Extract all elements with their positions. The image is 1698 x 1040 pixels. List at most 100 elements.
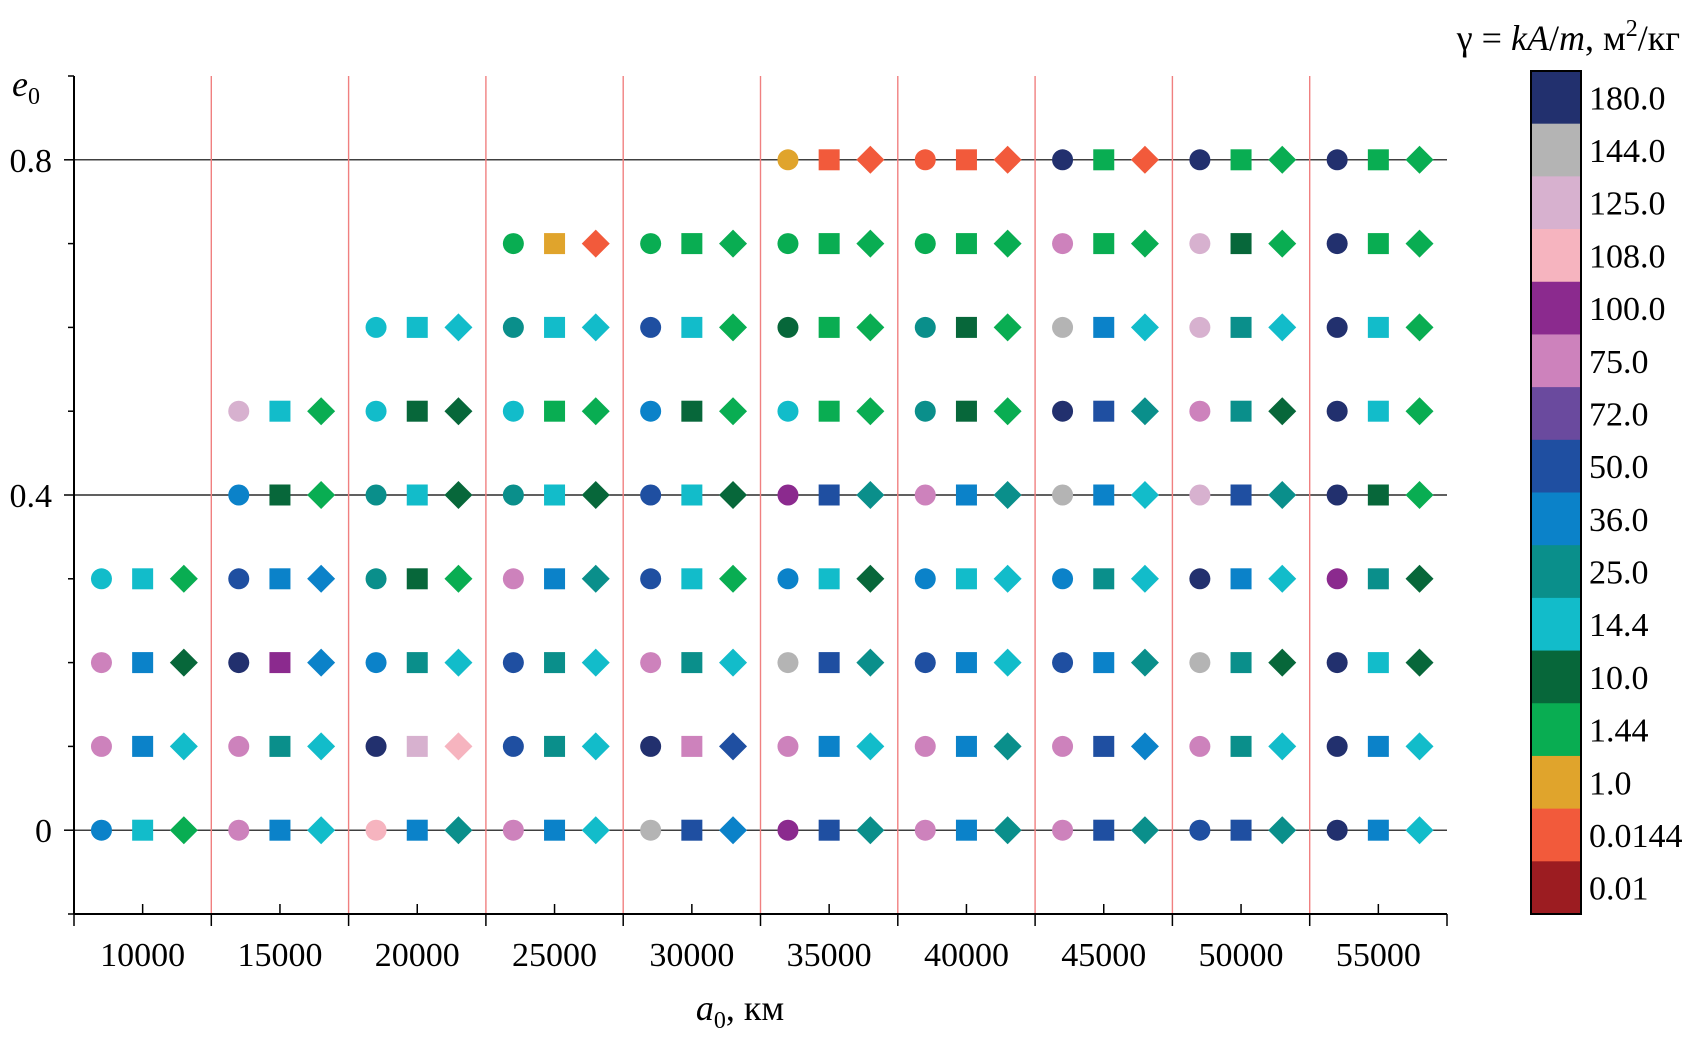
point-diamond: [581, 816, 610, 845]
point-square: [955, 652, 977, 674]
point-circle: [502, 819, 524, 841]
point-diamond: [1405, 481, 1434, 509]
point-square: [1093, 819, 1115, 841]
point-diamond: [1130, 481, 1159, 509]
point-circle: [777, 233, 799, 255]
point-square: [1367, 819, 1389, 841]
point-circle: [777, 819, 799, 841]
point-circle: [1052, 400, 1074, 422]
point-square: [269, 735, 291, 757]
colorbar-label: 125.0: [1589, 186, 1666, 223]
point-diamond: [856, 397, 885, 426]
y-axis: 0 0.4 0.8: [10, 75, 74, 915]
point-circle: [502, 735, 524, 757]
point-square: [406, 735, 428, 757]
point-circle: [1189, 652, 1211, 674]
point-square: [1367, 400, 1389, 422]
point-square: [1230, 400, 1252, 422]
point-circle: [914, 568, 936, 590]
point-diamond: [581, 313, 610, 342]
point-square: [269, 568, 291, 590]
point-diamond: [1405, 816, 1434, 845]
point-square: [544, 735, 566, 757]
point-diamond: [1268, 816, 1297, 845]
point-diamond: [993, 397, 1022, 426]
colorbar-label: 75.0: [1589, 344, 1649, 381]
point-circle: [640, 400, 662, 422]
point-circle: [502, 400, 524, 422]
point-square: [681, 484, 703, 506]
point-circle: [777, 568, 799, 590]
point-square: [955, 316, 977, 338]
point-square: [132, 819, 154, 841]
point-diamond: [1268, 145, 1297, 174]
point-diamond: [444, 648, 473, 677]
point-square: [132, 735, 154, 757]
point-diamond: [856, 145, 885, 174]
point-square: [1230, 568, 1252, 590]
point-diamond: [719, 816, 748, 845]
point-square: [406, 400, 428, 422]
point-diamond: [993, 816, 1022, 845]
point-square: [1093, 233, 1115, 255]
point-square: [818, 819, 840, 841]
colorbar-swatch: [1531, 597, 1581, 652]
point-square: [1367, 568, 1389, 590]
point-circle: [640, 652, 662, 674]
x-axis: 10000 15000 20000 25000 30000 35000 40000 45000…: [73, 904, 1448, 974]
point-circle: [228, 484, 250, 506]
point-circle: [90, 819, 112, 841]
point-square: [955, 233, 977, 255]
colorbar-swatch: [1531, 808, 1581, 862]
point-circle: [914, 735, 936, 757]
point-circle: [365, 735, 387, 757]
x-axis-title: a0, км: [696, 988, 784, 1034]
point-diamond: [856, 481, 885, 509]
point-square: [681, 819, 703, 841]
point-square: [1230, 149, 1252, 171]
point-circle: [914, 484, 936, 506]
point-diamond: [169, 648, 198, 677]
point-diamond: [444, 397, 473, 426]
point-circle: [365, 652, 387, 674]
x-tick-label: 25000: [512, 937, 597, 974]
colorbar-swatch: [1531, 281, 1581, 335]
point-circle: [777, 316, 799, 338]
point-circle: [640, 316, 662, 338]
x-tick-label: 45000: [1061, 937, 1146, 974]
point-square: [1093, 652, 1115, 674]
point-diamond: [719, 313, 748, 342]
point-diamond: [307, 732, 336, 761]
point-square: [544, 484, 566, 506]
colorbar-swatch: [1531, 545, 1581, 599]
point-diamond: [719, 732, 748, 761]
point-square: [818, 149, 840, 171]
point-square: [681, 652, 703, 674]
point-diamond: [719, 397, 748, 426]
point-square: [818, 568, 840, 590]
point-diamond: [856, 229, 885, 258]
point-circle: [1326, 149, 1348, 171]
point-diamond: [1268, 648, 1297, 677]
colorbar-swatch: [1531, 387, 1581, 441]
point-diamond: [993, 564, 1022, 593]
point-diamond: [1130, 229, 1159, 258]
point-square: [955, 819, 977, 841]
point-diamond: [1405, 648, 1434, 677]
colorbar-label: 0.0144: [1589, 818, 1683, 855]
point-diamond: [169, 816, 198, 845]
point-diamond: [993, 229, 1022, 258]
colorbar-swatch: [1531, 123, 1581, 177]
point-circle: [1052, 652, 1074, 674]
point-diamond: [719, 229, 748, 258]
point-circle: [1052, 735, 1074, 757]
point-diamond: [444, 732, 473, 761]
point-circle: [1189, 233, 1211, 255]
point-square: [1093, 568, 1115, 590]
point-square: [269, 400, 291, 422]
point-square: [955, 735, 977, 757]
point-square: [818, 400, 840, 422]
point-circle: [640, 735, 662, 757]
colorbar-label: 1.0: [1589, 765, 1632, 802]
